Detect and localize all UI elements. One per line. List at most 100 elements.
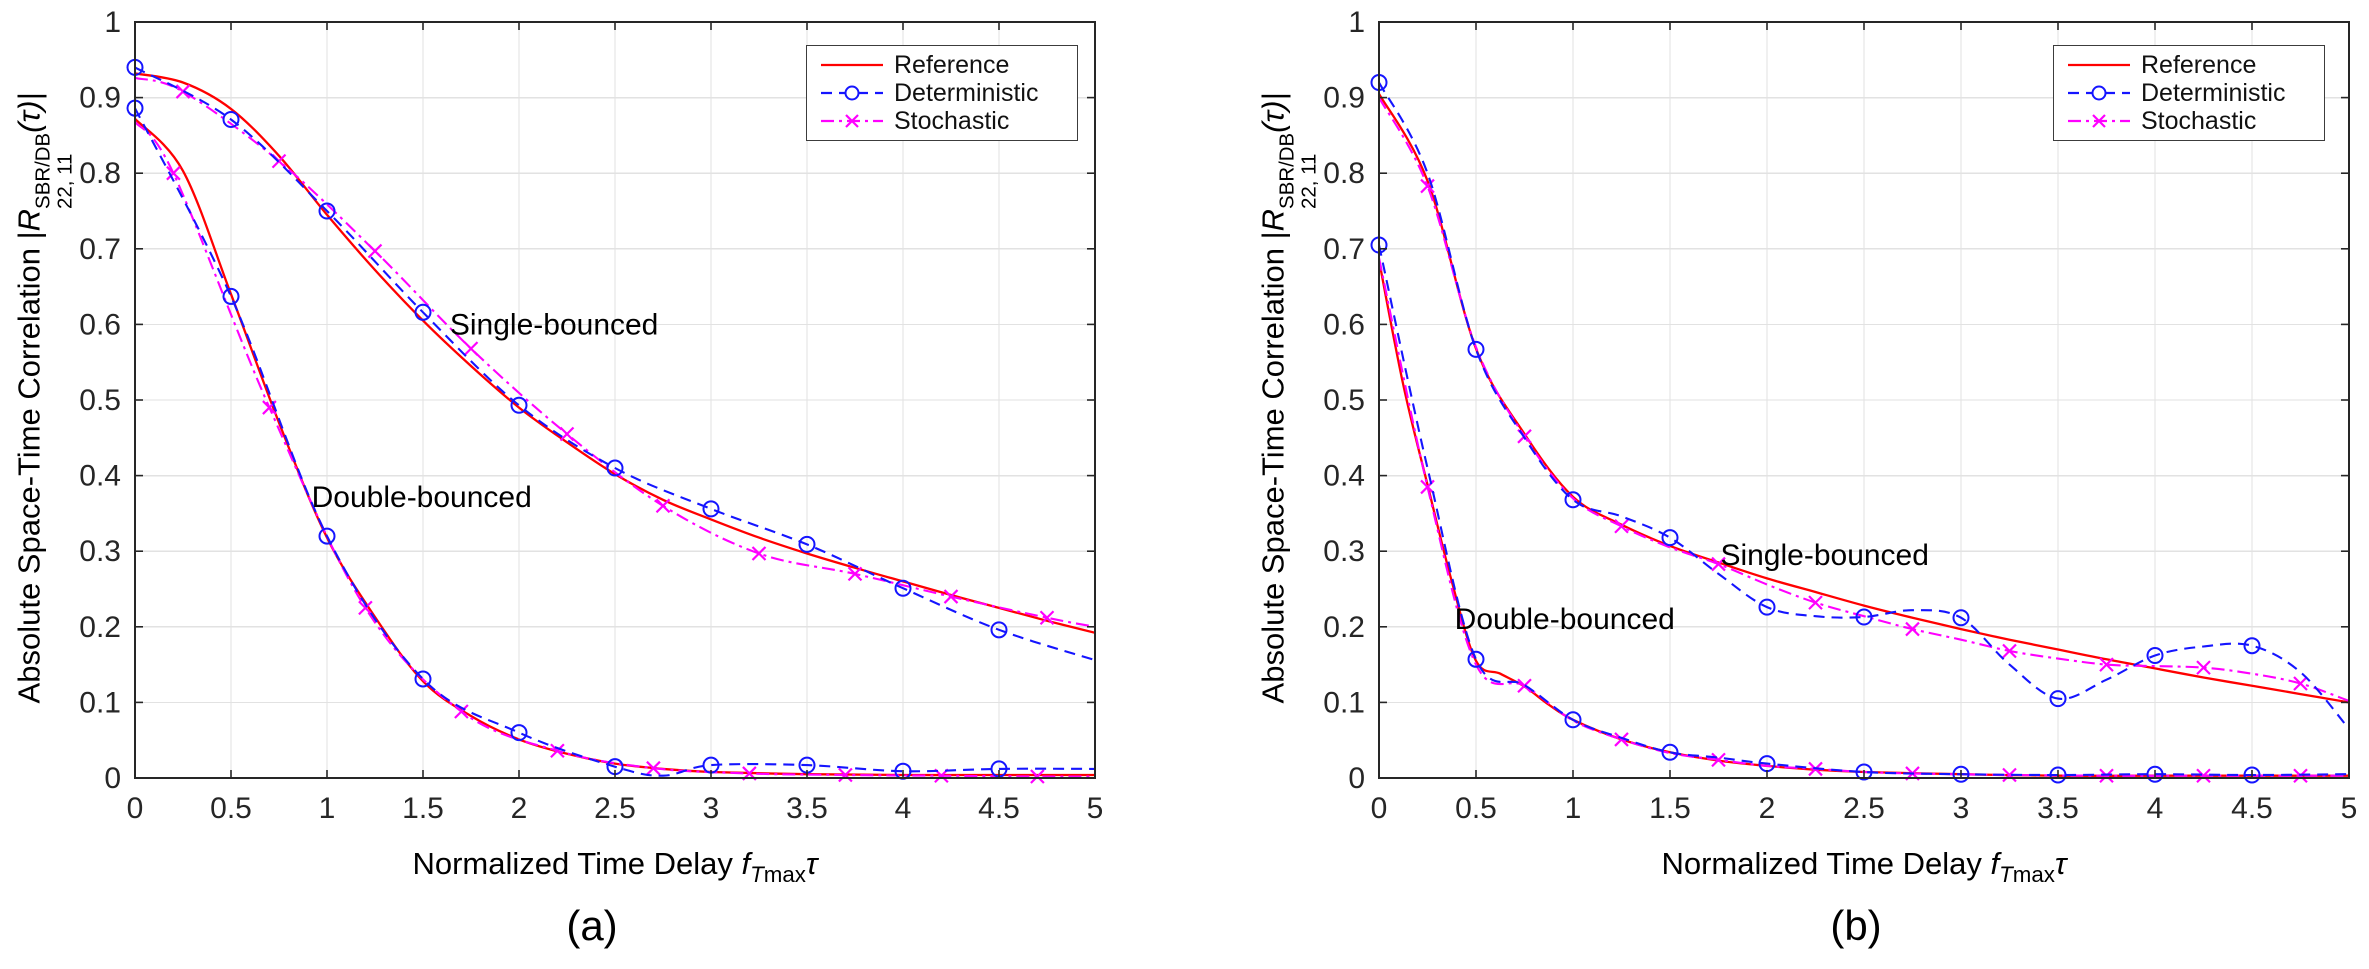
x-tick-label: 1.5	[402, 792, 444, 825]
legend-label-deterministic: Deterministic	[2141, 78, 2286, 107]
annotation-double-bounced: Double-bounced	[312, 481, 532, 514]
x-axis-label-subvar: T	[1999, 861, 2013, 887]
x-marker-double-bounced	[838, 767, 853, 783]
x-marker-single-bounced	[1614, 518, 1629, 534]
legend-label-deterministic: Deterministic	[894, 78, 1039, 107]
x-marker-double-bounced	[646, 760, 661, 776]
circle-marker-double-bounced	[1855, 763, 1873, 781]
x-axis-label-sub: max	[763, 861, 806, 887]
circle-marker-double-bounced	[510, 724, 528, 742]
x-axis-label-tau: τ	[2054, 846, 2067, 881]
circle-marker-single-bounced	[1661, 529, 1679, 547]
chart-panel-b: 0 0.5 1 1.5 2 2.5 3 3.5 4 4.5 5 0 0.1 0.2 0.3 0.4 0.5 0.6…	[1323, 6, 2358, 825]
y-axis-label-sup: SBR/DB	[1275, 132, 1299, 209]
x-marker-icon	[2092, 114, 2106, 128]
x-marker-icon	[845, 114, 859, 128]
circle-marker-single-bounced	[414, 303, 432, 321]
y-axis-label-a: Absolute Space-Time Correlation |R SBR/DB…	[11, 93, 76, 704]
circle-marker-double-bounced	[222, 287, 240, 305]
y-tick-label: 0.4	[1323, 460, 1365, 493]
y-tick-label: 0.4	[79, 460, 121, 493]
series-path-deterministic-double-bounced	[135, 107, 1095, 777]
annotation-double-bounced: Double-bounced	[1455, 603, 1675, 636]
y-axis-label-sub: 22, 11	[53, 153, 77, 209]
y-tick-label: 0.1	[79, 686, 121, 719]
x-marker-single-bounced	[2196, 660, 2211, 675]
series-path-stochastic-double-bounced	[1379, 257, 2349, 777]
circle-marker-single-bounced	[2243, 637, 2261, 655]
legend-item-reference: Reference	[2066, 51, 2324, 79]
legend-label-stochastic: Stochastic	[2141, 106, 2257, 135]
x-marker-double-bounced	[358, 600, 373, 616]
circle-marker-single-bounced	[318, 202, 336, 220]
y-tick-label: 0.9	[79, 82, 121, 115]
x-marker-single-bounced	[1039, 610, 1055, 626]
y-axis-label-post: (τ)|	[11, 92, 47, 133]
circle-marker-double-bounced	[2146, 765, 2164, 783]
chart-panel-a: 0 0.5 1 1.5 2 2.5 3 3.5 4 4.5 5 0 0.1 0.2 0.3 0.4 0.5 0.6…	[79, 6, 1103, 825]
x-marker-single-bounced	[463, 341, 479, 356]
x-marker-double-bounced	[1517, 678, 1532, 694]
legend-label-reference: Reference	[2141, 50, 2257, 79]
legend-item-stochastic: Stochastic	[2066, 107, 2324, 135]
x-tick-label: 3	[1953, 792, 1970, 825]
y-tick-label: 0	[1348, 762, 1365, 795]
x-tick-label: 3	[703, 792, 720, 825]
circle-marker-double-bounced	[2049, 766, 2067, 784]
circle-marker-single-bounced	[2146, 647, 2164, 665]
circle-marker-single-bounced	[222, 111, 240, 129]
circle-marker-single-bounced	[798, 535, 816, 553]
x-marker-double-bounced	[2196, 768, 2211, 784]
y-tick-label: 0.6	[79, 308, 121, 341]
legend-item-stochastic: Stochastic	[819, 107, 1077, 135]
circle-marker-icon	[844, 85, 860, 101]
x-marker-single-bounced	[1420, 178, 1435, 194]
x-tick-label: 2	[511, 792, 528, 825]
x-marker-double-bounced	[550, 743, 565, 759]
x-axis-label-a: Normalized Time Delay fTmaxτ	[412, 846, 817, 888]
x-tick-label: 1	[1565, 792, 1582, 825]
x-marker-single-bounced	[1711, 556, 1726, 572]
x-tick-label: 1.5	[1649, 792, 1691, 825]
x-tick-label: 0.5	[1455, 792, 1497, 825]
legend-item-reference: Reference	[819, 51, 1077, 79]
circle-marker-double-bounced	[1467, 650, 1485, 668]
x-marker-single-bounced	[847, 566, 863, 582]
circle-marker-single-bounced	[990, 621, 1008, 639]
x-marker-double-bounced	[1614, 732, 1629, 747]
series-path-reference-single-bounced	[135, 72, 1095, 634]
circle-marker-single-bounced	[702, 500, 720, 518]
x-marker-single-bounced	[175, 84, 191, 99]
circle-marker-single-bounced	[1758, 598, 1776, 616]
annotation-single-bounced: Single-bounced	[450, 308, 659, 341]
y-tick-label: 0.8	[79, 157, 121, 190]
x-marker-double-bounced	[1030, 769, 1045, 784]
y-axis-label-post: (τ)|	[1255, 92, 1291, 133]
x-tick-label: 4.5	[2231, 792, 2273, 825]
x-marker-single-bounced	[367, 243, 383, 259]
reference-line-swatch-icon	[821, 63, 883, 67]
circle-marker-single-bounced	[510, 396, 528, 414]
stochastic-line-swatch-icon	[821, 114, 883, 128]
x-tick-label: 4.5	[978, 792, 1020, 825]
circle-marker-double-bounced	[1952, 765, 1970, 783]
x-marker-double-bounced	[1711, 752, 1726, 768]
circle-marker-single-bounced	[894, 579, 912, 597]
y-axis-label-text: Absolute Space-Time Correlation |	[1255, 231, 1291, 704]
legend-item-deterministic: Deterministic	[819, 79, 1077, 107]
circle-marker-single-bounced	[1952, 609, 1970, 627]
deterministic-line-swatch-icon	[821, 85, 883, 101]
x-marker-double-bounced	[2002, 767, 2017, 783]
y-axis-label-text: Absolute Space-Time Correlation |	[11, 231, 47, 704]
reference-line-swatch-icon	[2068, 63, 2130, 67]
circle-marker-double-bounced	[318, 527, 336, 545]
x-tick-label: 5	[2341, 792, 2358, 825]
legend-label-reference: Reference	[894, 50, 1010, 79]
x-marker-single-bounced	[559, 426, 575, 442]
y-axis-label-sub: 22, 11	[1297, 153, 1321, 209]
x-tick-label: 2.5	[594, 792, 636, 825]
caption-b: (b)	[1830, 902, 1882, 949]
y-axis-label-sup: SBR/DB	[31, 132, 55, 209]
y-tick-label: 0.5	[1323, 384, 1365, 417]
